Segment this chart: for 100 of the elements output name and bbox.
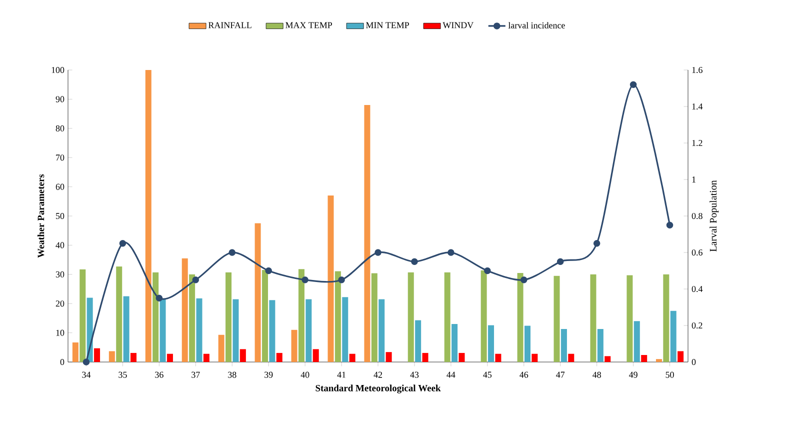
y2-tick-label: 1.2 [692,140,702,146]
x-tick-label: 41 [337,372,346,378]
point [265,267,272,274]
bar [386,352,392,362]
bar [458,352,465,362]
x-tick-label: 38 [228,372,236,378]
bar [371,273,378,362]
bar [334,271,341,362]
bar [166,354,173,362]
bar [123,296,130,362]
legend-label: WINDV [442,22,474,28]
bar [452,324,458,362]
bar [218,334,224,362]
point [484,267,491,274]
bar [108,351,115,362]
point [630,81,637,88]
point [448,249,454,256]
y2-tick-label: 1.4 [692,103,703,110]
bar [626,275,633,362]
y2-tick-label: 1 [692,176,696,182]
y-tick-label: 40 [56,242,64,248]
bar [80,269,86,362]
y2-tick-label: 0.6 [692,249,702,256]
bar [269,300,276,362]
bar [291,330,298,362]
bar [189,274,196,362]
bar [517,272,524,362]
bar [554,276,560,362]
bar [641,354,648,362]
point [302,276,308,284]
bar [203,354,210,362]
bar [364,105,370,362]
legend-label: larval incidence [508,22,565,28]
x-tick-label: 48 [592,372,601,378]
legend-label: RAINFALL [208,22,252,28]
bar [72,342,78,362]
bar [182,258,188,362]
y-tick-label: 20 [56,300,64,307]
y-tick-label: 50 [56,212,64,220]
bar [532,354,538,362]
y2-tick-label: 1.6 [692,66,702,74]
bar [444,272,450,362]
bar [312,349,319,362]
point [411,258,418,266]
y-tick-label: 10 [56,330,64,336]
point [228,249,236,256]
bar [495,354,502,362]
bar [415,320,422,362]
x-tick-label: 40 [300,372,310,378]
y2-tick-label: 0.2 [692,322,702,329]
bar [634,321,640,362]
y2-axis-title: Larval Population [710,180,719,252]
point [556,258,564,266]
bar [94,348,100,362]
legend-label: MAX TEMP [286,22,332,28]
bar [254,223,261,362]
bar [670,310,676,362]
point [666,222,674,229]
bar [422,352,428,362]
y-tick-label: 70 [56,154,64,161]
y-tick-label: 30 [56,271,64,278]
y-tick-label: 90 [56,96,64,102]
bar [480,270,487,362]
bar [276,352,282,362]
bar [130,352,136,362]
bar [152,272,159,362]
x-tick-label: 34 [82,372,91,378]
bar [524,326,530,362]
x-tick-label: 50 [666,372,674,378]
point [593,240,600,247]
x-tick-label: 44 [446,372,456,378]
bar [240,349,246,362]
y-tick-label: 0 [60,358,64,366]
bar [328,196,334,362]
x-tick-label: 35 [118,372,127,378]
y-axis-title: Weather Parameters [37,174,44,258]
point [156,294,163,302]
point [520,276,528,284]
x-tick-label: 39 [264,372,273,378]
bar [568,354,574,362]
bar [663,274,670,362]
bar [604,356,611,362]
bar [298,269,304,362]
y-tick-label: 60 [56,184,64,190]
bar [488,325,494,362]
x-tick-label: 45 [483,372,492,378]
point [119,240,126,247]
bar [145,70,152,362]
y2-tick-label: 0.4 [692,286,703,292]
bar [342,297,348,362]
bar [378,299,385,362]
bar [408,272,414,362]
bar [232,299,239,362]
x-tick-label: 42 [374,372,382,378]
x-tick-label: 43 [410,372,419,378]
x-tick-label: 37 [192,372,200,378]
x-tick-label: 49 [628,372,638,378]
bar [196,298,202,362]
bar [560,329,567,362]
bar [590,274,596,362]
